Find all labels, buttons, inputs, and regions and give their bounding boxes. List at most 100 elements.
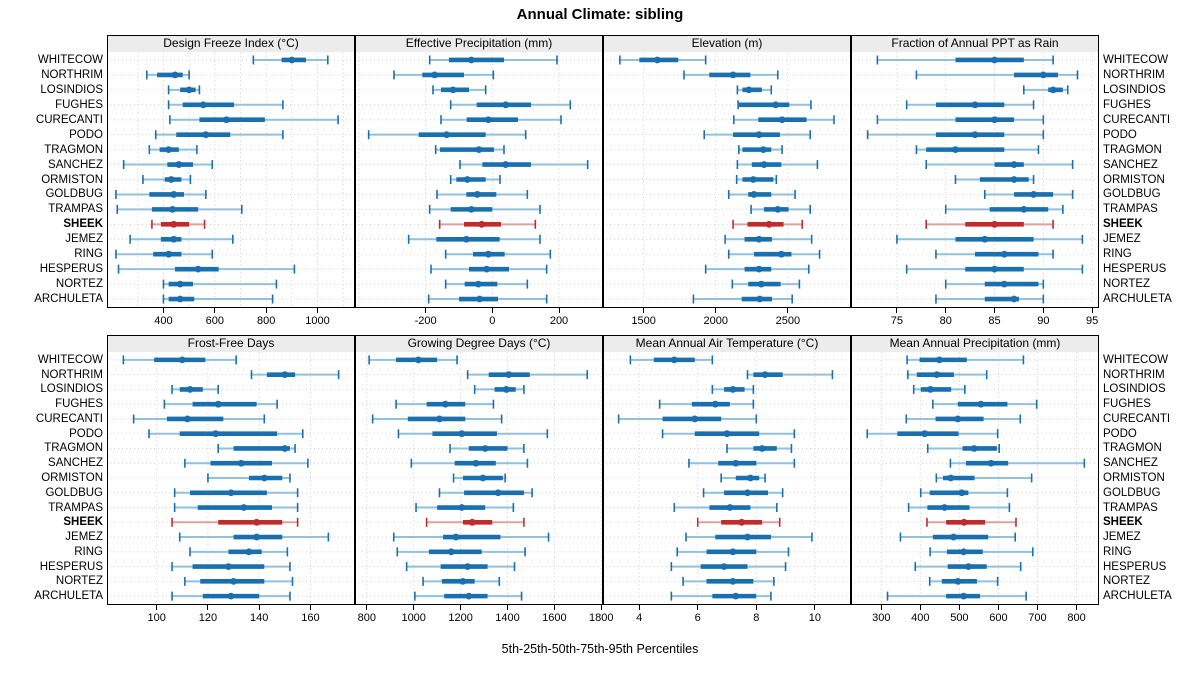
x-axis-tick — [156, 605, 158, 610]
median-dot — [1010, 176, 1018, 183]
x-axis-label: 120 — [198, 612, 218, 624]
station-row-losindios — [432, 85, 487, 95]
median-dot — [729, 71, 737, 79]
x-axis-tick — [558, 308, 560, 313]
median-dot — [494, 489, 502, 497]
median-dot — [732, 592, 740, 600]
station-row-losindios — [167, 85, 201, 95]
panel-strip-design-freeze-index: Design Freeze Index (°C) — [107, 35, 355, 53]
median-dot — [745, 86, 753, 94]
median-dot — [288, 56, 296, 64]
median-dot — [171, 71, 179, 79]
station-row-northrim — [250, 370, 340, 380]
median-dot — [755, 235, 763, 243]
station-row-archuleta — [427, 294, 548, 304]
station-label-left-northrim: NORTHRIM — [41, 368, 103, 381]
x-axis-tick — [1076, 605, 1078, 610]
x-axis-label: 500 — [950, 612, 969, 624]
median-dot — [757, 280, 765, 288]
chart-title: Annual Climate: sibling — [516, 6, 684, 23]
station-row-sheek — [926, 517, 1017, 527]
station-label-right-tragmon: TRAGMON — [1103, 143, 1162, 156]
station-row-nortez — [944, 279, 1045, 289]
station-row-jemez — [129, 234, 234, 244]
station-label-left-archuleta: ARCHULETA — [34, 293, 103, 306]
station-row-ormiston — [142, 175, 192, 184]
median-dot — [653, 56, 661, 64]
median-dot — [441, 400, 449, 408]
station-row-ormiston — [954, 175, 1035, 184]
x-axis-label: -200 — [414, 315, 437, 327]
station-row-hesperus — [704, 264, 810, 274]
x-axis-tick — [600, 605, 602, 610]
station-row-ring — [189, 547, 289, 557]
station-row-goldbug — [919, 488, 1009, 498]
station-row-goldbug — [436, 189, 529, 199]
median-dot — [774, 205, 782, 213]
median-dot — [227, 592, 235, 600]
station-row-ormiston — [720, 473, 766, 483]
station-label-right-whitecow: WHITECOW — [1103, 353, 1169, 366]
station-row-curecanti — [617, 414, 758, 424]
station-row-hesperus — [405, 562, 516, 572]
panel-plot-frost-free-days — [110, 352, 352, 604]
station-row-archuleta — [886, 591, 1027, 601]
station-label-left-fughes: FUGHES — [55, 398, 103, 411]
station-row-archuleta — [171, 591, 291, 601]
station-row-northrim — [746, 370, 834, 380]
median-dot — [175, 161, 183, 168]
station-row-trampas — [750, 204, 812, 214]
station-label-left-ormiston: ORMISTON — [41, 173, 103, 186]
x-axis-label: 600 — [205, 315, 224, 327]
station-label-left-curecanti: CURECANTI — [35, 412, 103, 425]
median-dot — [954, 577, 962, 585]
median-dot — [414, 356, 422, 364]
x-axis-tick — [880, 605, 882, 610]
station-row-hesperus — [670, 562, 787, 572]
median-dot — [933, 371, 941, 379]
station-row-ring — [115, 249, 214, 259]
x-axis-label: 400 — [154, 315, 173, 327]
station-row-whitecow — [252, 55, 329, 65]
station-row-fughes — [449, 100, 572, 110]
median-dot — [475, 146, 483, 154]
x-axis-label: 160 — [301, 612, 320, 624]
panel-strip-title: Mean Annual Precipitation (mm) — [889, 336, 1061, 350]
station-row-goldbug — [727, 189, 796, 199]
x-axis-label: 95 — [1086, 315, 1099, 327]
x-axis-tick — [997, 605, 999, 610]
station-label-right-northrim: NORTHRIM — [1103, 368, 1165, 381]
station-label-right-curecanti: CURECANTI — [1103, 113, 1171, 126]
median-dot — [170, 235, 178, 243]
station-row-curecanti — [169, 115, 339, 125]
median-dot — [467, 205, 475, 213]
station-row-tragmon — [434, 145, 505, 155]
median-dot — [977, 400, 985, 408]
x-axis-label: 2000 — [703, 315, 728, 327]
station-row-tragmon — [726, 443, 793, 453]
station-row-sheek — [732, 219, 804, 229]
median-dot — [449, 86, 457, 94]
x-axis-label: 8 — [753, 612, 760, 624]
median-dot — [465, 592, 473, 600]
panel-mean-annual-precipitation — [851, 352, 1099, 605]
station-row-tragmon — [738, 145, 783, 155]
station-label-left-podo: PODO — [69, 427, 103, 440]
station-label-right-curecanti: CURECANTI — [1103, 412, 1171, 425]
median-dot — [170, 220, 178, 228]
x-axis-tick — [214, 308, 216, 313]
x-axis-tick — [491, 308, 493, 313]
station-row-northrim — [683, 70, 779, 80]
station-row-fughes — [737, 100, 812, 110]
station-row-goldbug — [438, 488, 533, 498]
median-dot — [463, 176, 471, 183]
median-dot — [991, 116, 998, 124]
panel-strip-title: Fraction of Annual PPT as Rain — [891, 36, 1059, 50]
station-row-sheek — [438, 219, 537, 229]
station-label-right-nortez: NORTEZ — [1103, 575, 1151, 588]
x-axis-tick — [896, 308, 898, 313]
x-axis-label: 2500 — [775, 315, 801, 327]
x-axis-label: 90 — [1037, 315, 1050, 327]
station-row-goldbug — [173, 488, 299, 498]
median-dot — [744, 489, 751, 497]
